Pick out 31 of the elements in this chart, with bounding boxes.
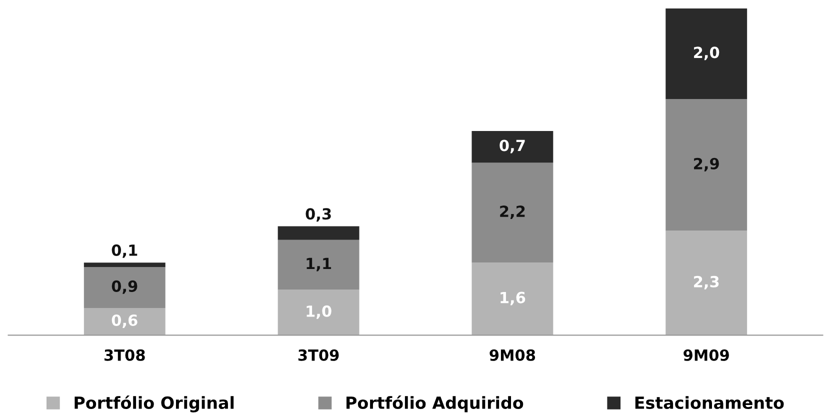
bar bbox=[278, 226, 360, 240]
data-label: 1,6 bbox=[500, 292, 526, 306]
bar bbox=[472, 262, 554, 336]
legend-label: Estacionamento bbox=[635, 396, 784, 410]
bar bbox=[84, 267, 166, 308]
bar bbox=[472, 130, 554, 163]
data-label: 2,3 bbox=[694, 276, 719, 290]
bar bbox=[472, 162, 554, 263]
x-tick-label: 9M09 bbox=[684, 349, 729, 361]
bar bbox=[84, 308, 166, 336]
bar bbox=[666, 8, 748, 100]
data-label: 2,0 bbox=[694, 46, 720, 60]
bar bbox=[666, 230, 748, 336]
x-tick-label: 9M08 bbox=[490, 349, 536, 361]
bar bbox=[278, 290, 360, 336]
data-label: 0,1 bbox=[112, 244, 138, 258]
data-label: 0,7 bbox=[500, 140, 525, 154]
legend-label: Portfólio Original bbox=[74, 395, 234, 412]
data-label: 1,0 bbox=[306, 305, 332, 319]
data-label: 1,1 bbox=[306, 258, 332, 272]
x-tick-label: 3T08 bbox=[104, 349, 145, 361]
bar bbox=[278, 240, 360, 290]
bar bbox=[666, 99, 748, 231]
data-label: 0,3 bbox=[306, 208, 331, 222]
data-label: 2,9 bbox=[694, 158, 719, 172]
legend-label: Portfólio Adquirido bbox=[346, 395, 524, 412]
data-label: 0,6 bbox=[112, 314, 138, 328]
data-label: 0,9 bbox=[112, 280, 138, 294]
x-tick-label: 3T09 bbox=[298, 349, 339, 361]
bar bbox=[84, 262, 166, 268]
data-label: 2,2 bbox=[500, 206, 525, 220]
